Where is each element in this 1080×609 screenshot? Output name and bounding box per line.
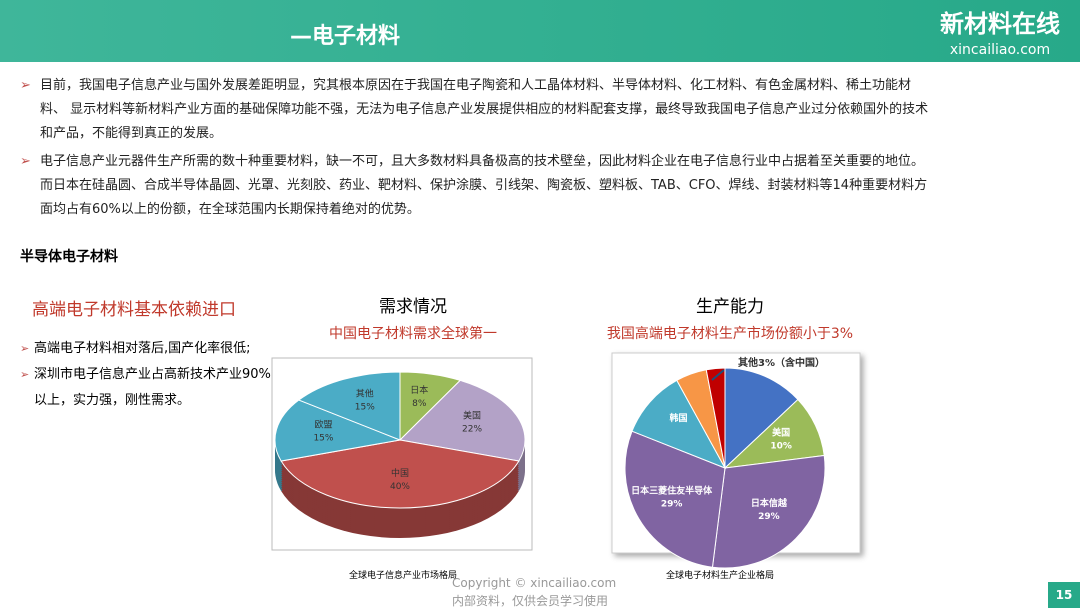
pie-slice [724,367,799,470]
slice-label: 韩国 [669,412,687,424]
chart-subtitle: 中国电子材料需求全球第一 [329,325,497,342]
chart-caption: 全球电子信息产业市场格局 [349,569,457,581]
pie-slice [631,379,727,469]
logo: 新材料在线 xincailiao.com [940,4,1060,58]
slice-label: 欧盟 [314,418,332,430]
slice-label: 美国 [463,409,481,421]
slice-value: 15% [313,433,333,443]
page-number: 15 [1048,582,1080,608]
annotation: 其他3%（含中国） [738,356,825,369]
title: —电子材料 [290,24,401,49]
pie-slice [711,454,826,569]
chart-title: 生产能力 [696,297,764,317]
header: —电子材料 新材料在线 xincailiao.com [0,0,1080,62]
chart-title: 需求情况 [379,297,447,317]
slice-label: 其他 [356,387,374,399]
annotation-arrow [711,369,725,381]
note: 内部资料，仅供会员学习使用 [452,594,609,608]
pie-slice [274,399,402,462]
slice-value: 10% [770,442,792,452]
slice-label: 日本三菱住友半导体 [631,485,713,497]
pie-slice [624,430,726,568]
chart-subtitle: 我国高端电子材料生产市场份额小于3% [607,325,853,342]
chart-caption: 全球电子材料生产企业格局 [666,569,774,581]
side-title: 高端电子材料基本依赖进口 [32,300,236,320]
slice-value: 15% [355,402,375,412]
slice-label: 美国 [772,427,790,439]
section-title: 半导体电子材料 [20,249,118,265]
slice-value: 8% [412,399,427,409]
bullet: 目前，我国电子信息产业与国外发展差距明显，究其根本原因在于我国在电子陶瓷和人工晶… [20,74,930,146]
pie-slice [297,371,401,441]
pie-slice [398,379,526,462]
slice-label: 日本 [410,384,428,396]
slice-label: 中国 [391,467,409,479]
slice-value: 22% [462,424,482,434]
slice-value: 29% [758,512,780,522]
side-point: 高端电子材料相对落后,国产化率很低; [20,336,274,362]
bullet: 电子信息产业元器件生产所需的数十种重要材料，缺一不可，且大多数材料具备极高的技术… [20,150,930,222]
slice-value: 29% [661,500,683,510]
pie-slice [705,367,726,469]
slice-label: 日本信越 [751,497,788,509]
pie-slice [280,439,520,509]
copyright: Copyright © xincailiao.com [452,576,617,590]
slice-value: 40% [390,482,410,492]
logo-url: xincailiao.com [949,42,1051,58]
logo-text: 新材料在线 [940,10,1060,38]
side-point: 深圳市电子信息产业占高新技术产业90%以上，实力强，刚性需求。 [20,362,274,414]
